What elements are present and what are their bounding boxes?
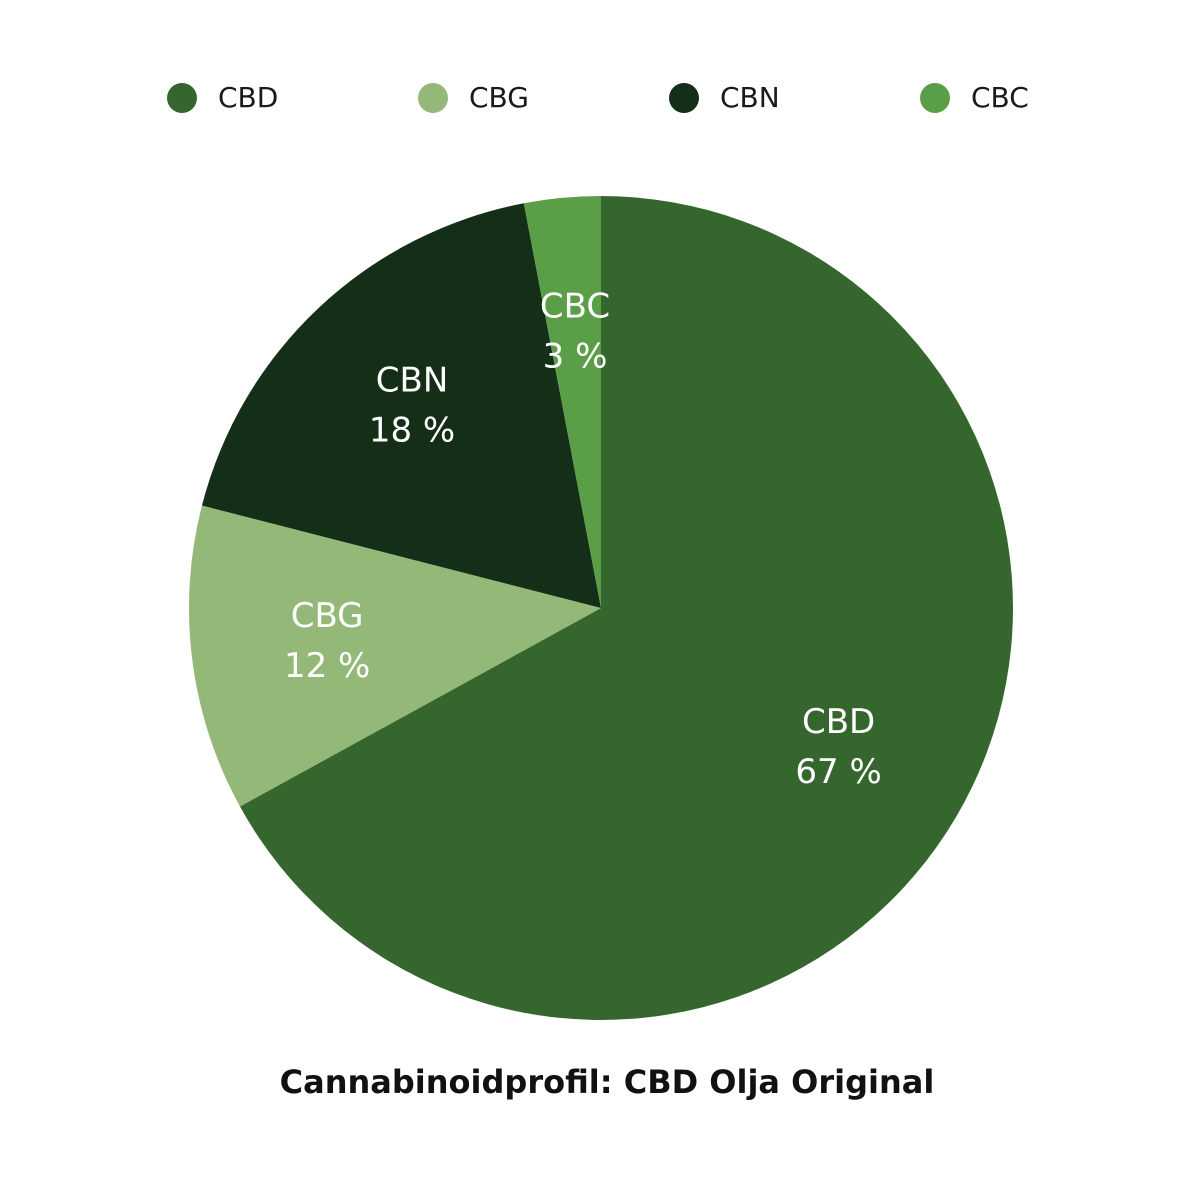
legend-label: CBN — [720, 81, 780, 114]
legend-label: CBG — [469, 81, 529, 114]
slice-value-label: 12 % — [284, 646, 370, 686]
pie-slice — [523, 196, 601, 608]
legend-label: CBD — [218, 81, 278, 114]
pie-slice — [189, 505, 601, 807]
legend-marker — [418, 83, 448, 113]
legend-label: CBC — [971, 81, 1029, 114]
legend-marker — [920, 83, 950, 113]
slice-value-label: 18 % — [369, 410, 455, 450]
pie-slice — [239, 196, 1013, 1020]
legend-marker — [669, 83, 699, 113]
legend-marker — [167, 83, 197, 113]
pie-slice — [201, 203, 602, 608]
slice-category-label: CBC — [540, 287, 610, 327]
slice-value-label: 67 % — [795, 752, 881, 792]
slice-category-label: CBG — [291, 596, 364, 636]
slice-value-label: 3 % — [543, 337, 608, 377]
chart-title: Cannabinoidprofil: CBD Olja Original — [280, 1063, 935, 1101]
slice-category-label: CBD — [802, 702, 875, 742]
slice-category-label: CBN — [376, 360, 449, 400]
